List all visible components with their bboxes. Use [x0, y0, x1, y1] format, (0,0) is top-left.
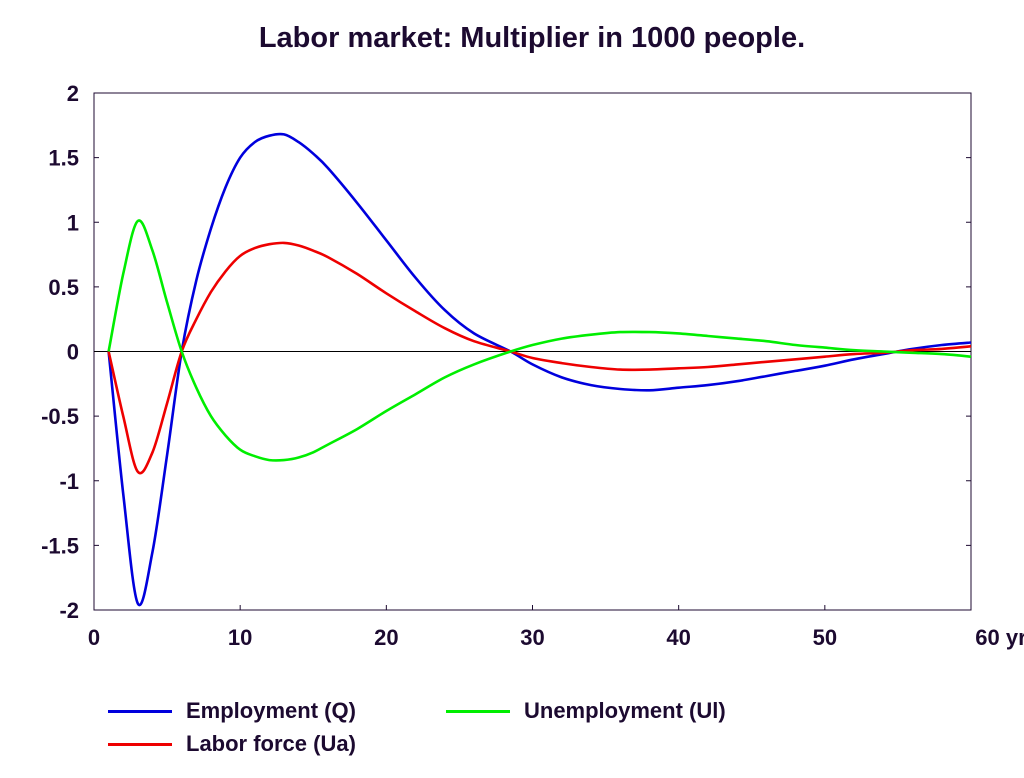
legend-item-labor-force: Labor force (Ua)	[108, 731, 356, 757]
y-tick-label: 2	[67, 81, 79, 106]
x-tick-label: 50	[813, 625, 837, 650]
y-tick-label: 1.5	[48, 146, 79, 171]
series-line-unemployment	[107, 219, 972, 462]
x-tick-label: 10	[228, 625, 252, 650]
y-axis-labels: 2 1.5 1 0.5 0 -0.5 -1 -1.5 -2	[41, 81, 79, 623]
legend-swatch-employment	[108, 709, 172, 713]
legend-item-employment: Employment (Q)	[108, 698, 356, 724]
x-tick-label: 60 yr	[975, 625, 1024, 650]
y-tick-label: -0.5	[41, 404, 79, 429]
chart-title: Labor market: Multiplier in 1000 people.	[258, 22, 806, 54]
series-layer	[107, 132, 972, 607]
y-tick-label: 0	[67, 340, 79, 365]
series-line-labor-force	[107, 241, 972, 475]
x-axis-labels: 0 10 20 30 40 50 60 yr	[88, 625, 1024, 650]
x-tick-label: 0	[88, 625, 100, 650]
y-tick-label: -1.5	[41, 533, 79, 558]
y-tick-label: 1	[67, 210, 79, 235]
x-tick-label: 30	[520, 625, 544, 650]
line-chart: 2 1.5 1 0.5 0 -0.5 -1 -1.5 -2 0 10 20 30 40 50 60 yr	[41, 81, 1024, 650]
y-tick-label: -2	[59, 598, 79, 623]
x-tick-label: 20	[374, 625, 398, 650]
legend-label-employment: Employment (Q)	[186, 698, 356, 723]
legend-label-unemployment: Unemployment (Ul)	[524, 698, 726, 723]
legend-item-unemployment: Unemployment (Ul)	[446, 698, 726, 724]
series-line-employment	[107, 132, 972, 607]
legend-swatch-unemployment	[446, 709, 510, 713]
legend-label-labor-force: Labor force (Ua)	[186, 731, 356, 756]
y-tick-label: -1	[59, 469, 79, 494]
y-tick-label: 0.5	[48, 275, 79, 300]
legend-swatch-labor-force	[108, 742, 172, 746]
x-tick-label: 40	[666, 625, 690, 650]
